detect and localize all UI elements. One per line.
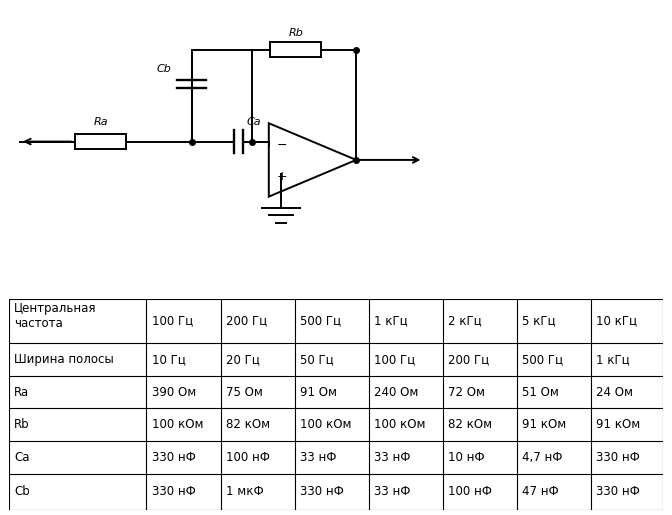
Text: 200 Гц: 200 Гц [226, 314, 267, 328]
Text: 51 Ом: 51 Ом [522, 386, 559, 399]
Text: Ca: Ca [247, 117, 261, 127]
Text: 330 нФ: 330 нФ [596, 451, 640, 464]
Text: 100 кОм: 100 кОм [300, 418, 351, 432]
Text: 50 Гц: 50 Гц [300, 353, 333, 366]
Text: 500 Гц: 500 Гц [300, 314, 341, 328]
Text: 33 нФ: 33 нФ [374, 486, 411, 499]
Text: 33 нФ: 33 нФ [300, 451, 337, 464]
Text: 75 Ом: 75 Ом [226, 386, 263, 399]
Bar [270, 42, 321, 57]
Text: Ca: Ca [14, 451, 30, 464]
Text: 330 нФ: 330 нФ [152, 451, 196, 464]
Text: Cb: Cb [14, 486, 30, 499]
Text: 1 мкФ: 1 мкФ [226, 486, 263, 499]
Text: Ra: Ra [93, 117, 108, 127]
Text: 10 Гц: 10 Гц [152, 353, 185, 366]
Text: 100 кОм: 100 кОм [374, 418, 425, 432]
Text: 91 кОм: 91 кОм [596, 418, 640, 432]
Text: Центральная
частота: Центральная частота [14, 302, 97, 330]
Text: 200 Гц: 200 Гц [448, 353, 489, 366]
Text: 500 Гц: 500 Гц [522, 353, 563, 366]
Text: +: + [277, 170, 288, 183]
Text: 2 кГц: 2 кГц [448, 314, 482, 328]
Text: Ширина полосы: Ширина полосы [14, 353, 114, 366]
Text: 20 Гц: 20 Гц [226, 353, 259, 366]
Text: 24 Ом: 24 Ом [596, 386, 633, 399]
Bar [75, 134, 126, 149]
Text: 330 нФ: 330 нФ [300, 486, 344, 499]
Text: 82 кОм: 82 кОм [448, 418, 493, 432]
Text: 91 Ом: 91 Ом [300, 386, 337, 399]
Text: 100 нФ: 100 нФ [226, 451, 270, 464]
Text: 100 Гц: 100 Гц [374, 353, 415, 366]
Text: 100 Гц: 100 Гц [152, 314, 193, 328]
Text: 91 кОм: 91 кОм [522, 418, 566, 432]
Text: 5 кГц: 5 кГц [522, 314, 556, 328]
Text: 10 нФ: 10 нФ [448, 451, 485, 464]
Text: 72 Ом: 72 Ом [448, 386, 485, 399]
Text: 1 кГц: 1 кГц [374, 314, 408, 328]
Text: 100 кОм: 100 кОм [152, 418, 203, 432]
Text: 330 нФ: 330 нФ [152, 486, 196, 499]
Text: 4,7 нФ: 4,7 нФ [522, 451, 562, 464]
Text: −: − [277, 139, 288, 152]
Text: 1 кГц: 1 кГц [596, 353, 630, 366]
Text: 390 Ом: 390 Ом [152, 386, 196, 399]
Text: 100 нФ: 100 нФ [448, 486, 492, 499]
Text: 240 Ом: 240 Ом [374, 386, 419, 399]
Text: 33 нФ: 33 нФ [374, 451, 411, 464]
Text: Cb: Cb [157, 64, 171, 75]
Text: 82 кОм: 82 кОм [226, 418, 270, 432]
Text: Rb: Rb [288, 28, 303, 38]
Text: 10 кГц: 10 кГц [596, 314, 637, 328]
Text: 330 нФ: 330 нФ [596, 486, 640, 499]
Text: Ra: Ra [14, 386, 29, 399]
Text: Rb: Rb [14, 418, 30, 432]
Text: 47 нФ: 47 нФ [522, 486, 559, 499]
